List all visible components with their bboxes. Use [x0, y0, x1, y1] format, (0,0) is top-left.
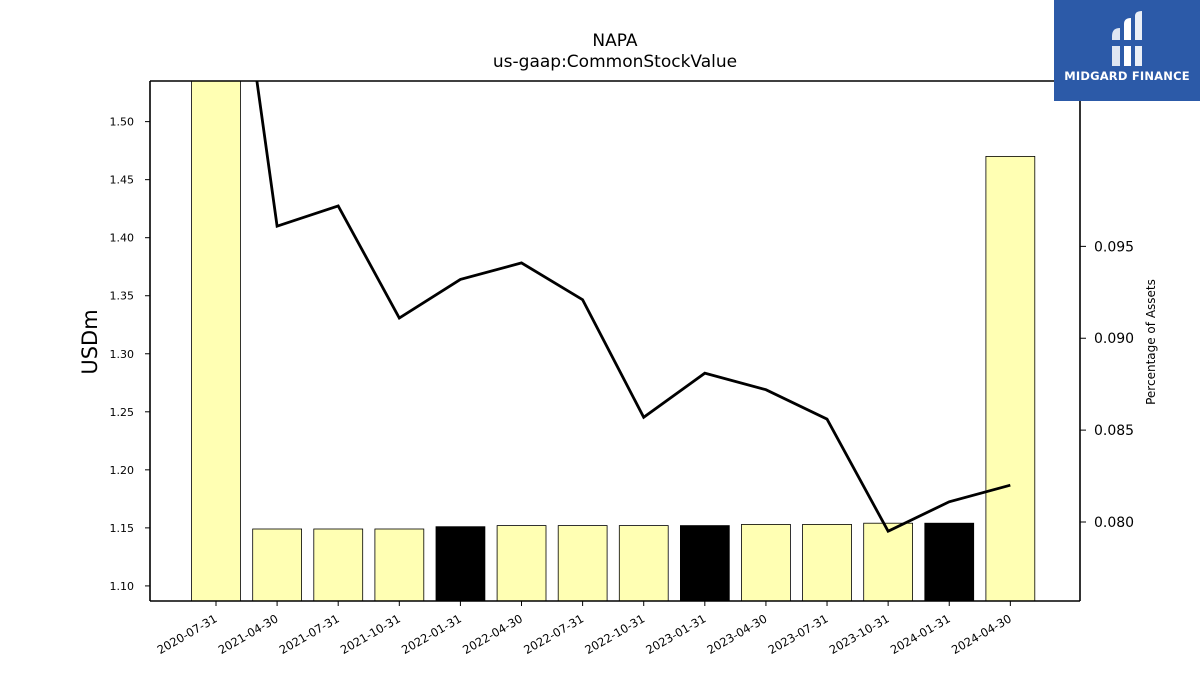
bar — [924, 522, 975, 601]
y2-ticks-group: 0.080 0.085 0.090 0.095 — [1080, 239, 1134, 531]
y-tick-label: 1.30 — [110, 348, 135, 361]
x-tick-label: 2021-10-31 — [338, 611, 403, 657]
y-ticks-group: 1.10 1.15 1.20 1.25 1.30 1.35 1.40 1.45 1.50 — [110, 116, 150, 593]
bar — [680, 525, 730, 601]
chart-subtitle: us-gaap:CommonStockValue — [492, 52, 738, 72]
y-tick-label: 1.40 — [110, 232, 135, 245]
y2-tick-label: 0.090 — [1094, 331, 1134, 347]
bar — [252, 528, 302, 601]
chart-title: NAPA — [592, 31, 638, 51]
y-axis-label: USDm — [78, 309, 102, 375]
x-tick-label: 2024-04-30 — [949, 611, 1014, 657]
x-tick-label: 2023-07-31 — [766, 611, 831, 657]
bar — [191, 81, 241, 601]
x-tick-label: 2024-01-31 — [888, 611, 953, 657]
x-ticks-group: 2020-07-312021-04-302021-07-312021-10-31… — [155, 601, 1014, 657]
bar — [435, 526, 486, 601]
y2-tick-label: 0.095 — [1094, 239, 1134, 255]
x-tick-label: 2023-04-30 — [705, 611, 770, 657]
y2-axis-label: Percentage of Assets — [1144, 279, 1158, 405]
y-tick-label: 1.15 — [110, 522, 135, 535]
bar — [618, 525, 669, 601]
bar — [313, 528, 364, 601]
line-series — [255, 81, 1011, 534]
line-group — [255, 81, 1011, 534]
bar — [741, 524, 791, 601]
logo-text: MIDGARD FINANCE — [1064, 69, 1190, 83]
y2-tick-label: 0.080 — [1094, 515, 1134, 531]
x-tick-label: 2022-10-31 — [582, 611, 647, 657]
x-tick-label: 2021-04-30 — [216, 611, 281, 657]
y-tick-label: 1.35 — [110, 290, 135, 303]
bar — [863, 522, 914, 601]
y-tick-label: 1.20 — [110, 464, 135, 477]
bar — [802, 524, 852, 601]
x-tick-label: 2022-04-30 — [460, 611, 525, 657]
y-tick-label: 1.10 — [110, 580, 135, 593]
x-tick-label: 2023-10-31 — [827, 611, 892, 657]
bar — [985, 155, 1036, 601]
logo-mark-icon — [1108, 11, 1146, 66]
y-tick-label: 1.50 — [110, 116, 135, 129]
x-tick-label: 2022-01-31 — [399, 611, 464, 657]
bars-group — [191, 81, 1036, 601]
x-tick-label: 2020-07-31 — [155, 611, 220, 657]
bar — [557, 525, 608, 601]
axes-group — [149, 80, 1081, 602]
y-tick-label: 1.45 — [110, 174, 135, 187]
x-tick-label: 2022-07-31 — [521, 611, 586, 657]
y2-tick-label: 0.085 — [1094, 423, 1134, 439]
x-tick-label: 2023-01-31 — [643, 611, 708, 657]
bar — [374, 528, 425, 601]
bar — [496, 525, 547, 601]
brand-logo: MIDGARD FINANCE — [1054, 0, 1200, 101]
x-tick-label: 2021-07-31 — [277, 611, 342, 657]
y-tick-label: 1.25 — [110, 406, 135, 419]
